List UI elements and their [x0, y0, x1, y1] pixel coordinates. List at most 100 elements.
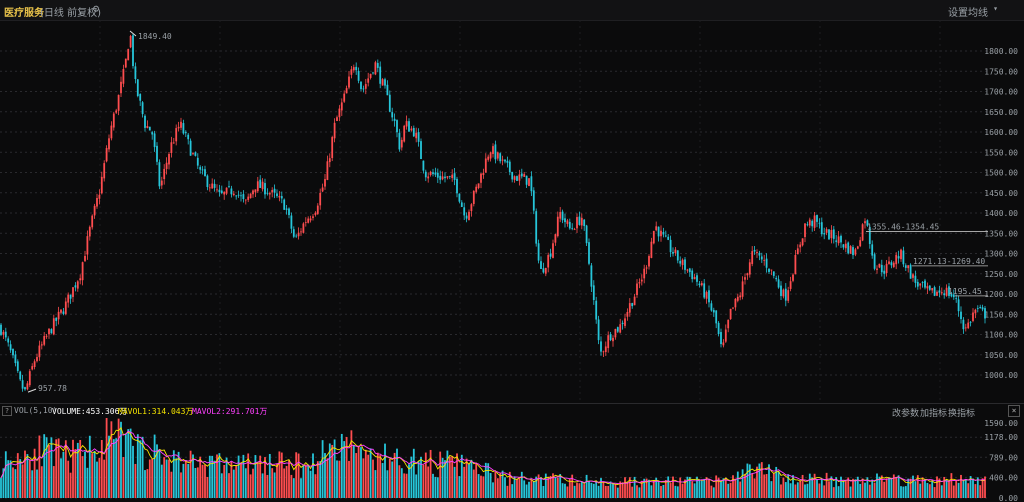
candle-body	[904, 265, 907, 268]
volume-bar	[904, 486, 907, 498]
candle-body	[268, 193, 271, 195]
candle-body	[139, 94, 142, 101]
volume-bar	[688, 476, 691, 498]
y-tick-label: 1250.00	[984, 270, 1018, 279]
volume-bar	[760, 462, 763, 498]
volume-bar	[427, 466, 430, 498]
volume-bar	[26, 454, 29, 498]
volume-bar	[9, 460, 12, 498]
candle-body	[393, 118, 396, 122]
help-icon[interactable]: ?	[2, 406, 12, 416]
candle-body	[237, 194, 240, 196]
candle-body	[883, 270, 886, 274]
volume-bar	[792, 475, 794, 498]
candle-body	[4, 331, 7, 338]
candle-body	[489, 152, 492, 159]
volume-bar	[571, 474, 574, 498]
volume-bar	[237, 455, 240, 498]
candle-body	[420, 141, 422, 160]
candle-body	[525, 175, 528, 185]
candle-body	[86, 236, 89, 255]
candle-body	[175, 128, 178, 142]
volume-bar	[292, 478, 295, 498]
volume-bar	[540, 477, 542, 498]
candle-body	[309, 218, 312, 221]
candle-body	[163, 168, 166, 180]
volume-bar	[520, 471, 523, 498]
volume-bar	[278, 451, 281, 498]
volume-bar	[770, 481, 773, 498]
candle-body	[595, 300, 598, 320]
candle-body	[14, 354, 17, 364]
candle-body	[552, 243, 554, 258]
candle-body	[165, 162, 168, 169]
volume-bar	[470, 459, 473, 498]
candle-body	[295, 235, 298, 237]
candle-body	[225, 187, 228, 194]
candle-body	[223, 191, 226, 195]
volume-bar	[715, 475, 718, 498]
candle-body	[948, 286, 950, 296]
low-marker	[27, 388, 37, 393]
candle-body	[364, 84, 367, 89]
candle-body	[770, 269, 773, 271]
candle-body	[180, 121, 182, 128]
candle-body	[928, 285, 931, 290]
candle-body	[849, 246, 852, 254]
modify-params-button[interactable]: 改参数	[892, 409, 920, 419]
volume-bar	[453, 466, 456, 498]
volume-bar	[228, 473, 230, 498]
candle-body	[297, 232, 300, 237]
volume-bar	[787, 474, 790, 498]
volume-bar	[494, 471, 497, 498]
volume-bar	[873, 482, 876, 498]
candle-body	[357, 70, 360, 81]
volume-bar	[36, 469, 38, 498]
volume-bar	[408, 464, 410, 498]
volume-bar	[652, 480, 655, 498]
volume-bar	[544, 473, 547, 498]
volume-bar	[88, 435, 91, 498]
volume-bar	[489, 473, 492, 498]
chevron-down-icon[interactable]: ▾	[993, 4, 998, 13]
volume-bar	[712, 487, 715, 498]
volume-bar	[777, 471, 780, 498]
candle-body	[376, 63, 379, 68]
volume-chart[interactable]: 1590.00 1178.00 789.00 400.00 0.00	[0, 418, 1024, 502]
volume-bar	[948, 481, 950, 498]
close-icon[interactable]: ×	[1008, 405, 1020, 417]
candle-body	[597, 319, 600, 341]
volume-bar	[681, 483, 684, 498]
volume-bar	[170, 471, 173, 498]
volume-bar	[888, 477, 890, 498]
volume-bar	[415, 474, 418, 498]
add-indicator-button[interactable]: 加指标	[920, 409, 948, 419]
volume-bar	[146, 469, 149, 498]
volume-bar	[624, 477, 626, 498]
moving-average-settings-button[interactable]: 设置均线	[948, 8, 988, 19]
candle-body	[691, 270, 694, 280]
volume-bar	[705, 477, 708, 498]
volume-bar	[835, 477, 838, 498]
candle-body	[436, 172, 439, 178]
candle-body	[708, 290, 710, 303]
gear-icon[interactable]: ⚙	[92, 2, 100, 15]
candle-body	[16, 361, 19, 371]
swap-indicator-button[interactable]: 换指标	[948, 409, 976, 419]
volume-bar	[597, 485, 600, 498]
price-chart[interactable]: 1800.00 1750.00 1700.00 1650.00 1600.00 1550.…	[0, 20, 1024, 403]
candle-body	[273, 188, 276, 193]
candle-body	[120, 81, 122, 94]
volume-bar	[199, 456, 202, 498]
candle-body	[146, 125, 149, 128]
candle-body	[938, 290, 941, 293]
candle-body	[432, 172, 434, 175]
candle-body	[98, 194, 101, 199]
volume-bar	[484, 462, 487, 498]
candle-body	[196, 157, 199, 166]
candle-body	[312, 216, 314, 218]
volume-bar	[626, 482, 629, 498]
period-label[interactable]: (日线 前复权)	[40, 8, 101, 19]
volume-bar	[110, 421, 113, 498]
candle-body	[619, 324, 622, 333]
